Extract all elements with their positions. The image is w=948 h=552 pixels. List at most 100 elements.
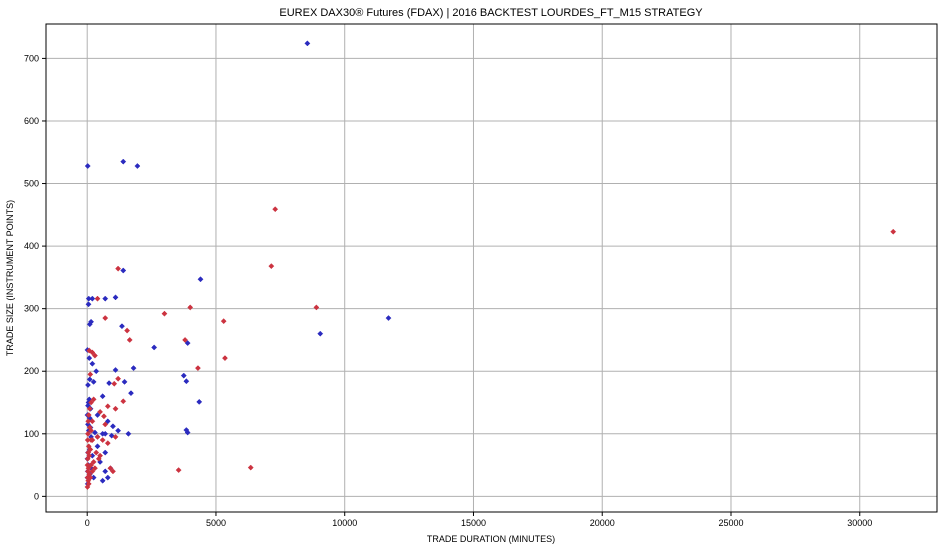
x-tick-label: 0	[85, 518, 90, 528]
data-point	[121, 378, 128, 385]
data-point	[102, 315, 109, 322]
data-point	[183, 378, 190, 385]
data-point	[120, 158, 127, 165]
data-point	[94, 443, 101, 450]
x-tick-label: 10000	[332, 518, 357, 528]
data-point	[385, 315, 392, 322]
chart-title: EUREX DAX30® Futures (FDAX) | 2016 BACKT…	[279, 7, 703, 19]
data-point	[110, 423, 116, 430]
y-tick-label: 400	[24, 241, 39, 251]
x-tick-label: 20000	[590, 518, 615, 528]
data-point	[86, 347, 93, 354]
data-point	[890, 228, 897, 235]
y-axis-label: TRADE SIZE (INSTRUMENT POINTS)	[5, 200, 15, 356]
data-point	[104, 403, 111, 410]
data-point	[90, 378, 97, 385]
data-point	[112, 367, 119, 373]
data-point	[120, 398, 127, 405]
data-point	[112, 294, 119, 301]
data-point	[85, 412, 92, 418]
data-point	[161, 310, 168, 317]
data-point	[194, 365, 201, 372]
data-point	[91, 352, 98, 359]
data-point	[268, 263, 275, 270]
data-point	[89, 468, 96, 475]
data-point	[180, 372, 187, 379]
data-point	[126, 336, 133, 343]
x-tick-label: 25000	[718, 518, 743, 528]
data-point	[184, 340, 191, 347]
data-point	[86, 376, 93, 383]
data-point	[151, 344, 158, 351]
grid	[46, 24, 937, 512]
data-point	[87, 371, 94, 378]
x-tick-label: 15000	[461, 518, 486, 528]
data-point	[86, 321, 93, 328]
data-point	[94, 295, 101, 302]
data-point	[87, 474, 94, 481]
data-point	[93, 368, 100, 375]
data-point	[93, 449, 100, 456]
data-point	[104, 440, 111, 447]
data-point	[99, 393, 106, 400]
data-point	[85, 418, 92, 425]
data-point	[97, 408, 104, 415]
y-tick-label: 300	[24, 304, 39, 314]
data-point	[304, 40, 311, 47]
data-point	[111, 380, 118, 387]
plot-frame	[45, 23, 938, 513]
data-point	[115, 265, 122, 272]
data-point	[102, 449, 109, 456]
data-point	[110, 468, 116, 475]
data-point	[89, 295, 96, 302]
data-point	[222, 355, 228, 362]
x-axis: 0 5000 10000 15000 20000 25000 30000	[85, 512, 872, 528]
data-point	[84, 484, 91, 490]
data-point	[86, 452, 93, 459]
data-point	[86, 405, 93, 412]
data-point	[90, 396, 97, 403]
data-point	[88, 427, 95, 434]
data-point	[85, 430, 91, 437]
x-axis-label: TRADE DURATION (MINUTES)	[427, 534, 555, 544]
y-tick-label: 600	[24, 116, 39, 126]
data-point	[119, 323, 125, 330]
data-point	[184, 429, 191, 436]
x-tick-label: 5000	[206, 518, 226, 528]
data-point	[108, 432, 115, 439]
data-point	[272, 206, 279, 213]
data-point	[89, 360, 96, 367]
data-point	[102, 430, 109, 437]
data-point	[102, 421, 109, 428]
data-point	[84, 462, 91, 469]
data-point	[130, 365, 137, 372]
data-point	[247, 464, 254, 471]
data-point	[86, 355, 93, 362]
data-point	[107, 465, 114, 472]
data-point	[88, 399, 95, 406]
data-point	[112, 405, 119, 412]
data-point	[85, 301, 92, 308]
data-point	[97, 452, 104, 459]
data-point	[94, 433, 101, 440]
data-point	[313, 304, 320, 311]
data-point	[91, 465, 98, 472]
y-tick-label: 100	[24, 429, 39, 439]
data-point	[84, 437, 91, 444]
data-point	[120, 267, 127, 274]
data-point	[124, 327, 131, 334]
series-2	[84, 206, 897, 490]
data-point	[115, 375, 122, 382]
data-point	[90, 458, 97, 465]
data-point	[115, 427, 122, 434]
data-point	[94, 412, 101, 418]
data-point	[196, 398, 203, 405]
data-point	[197, 276, 204, 283]
data-points	[84, 40, 897, 490]
data-point	[220, 318, 227, 325]
data-point	[99, 437, 106, 444]
y-axis: 0 100 200 300 400 500 600 700	[24, 53, 46, 501]
data-point	[84, 163, 91, 169]
